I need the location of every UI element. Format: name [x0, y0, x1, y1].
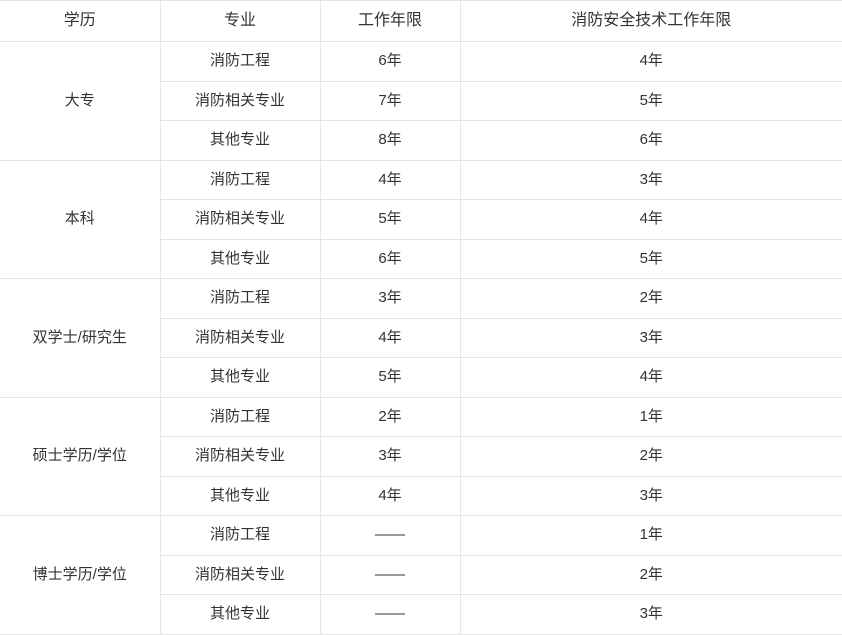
- cell-major: 消防相关专业: [160, 81, 320, 121]
- cell-work-years: 4年: [320, 160, 460, 200]
- cell-fire-safety-years: 2年: [460, 279, 842, 319]
- cell-major: 消防工程: [160, 516, 320, 556]
- cell-work-years: ——: [320, 555, 460, 595]
- cell-fire-safety-years: 2年: [460, 555, 842, 595]
- cell-major: 消防相关专业: [160, 437, 320, 477]
- qualification-table: 学历 专业 工作年限 消防安全技术工作年限 大专 消防工程 6年 4年 消防相关…: [0, 0, 842, 635]
- cell-fire-safety-years: 3年: [460, 160, 842, 200]
- cell-fire-safety-years: 3年: [460, 318, 842, 358]
- cell-major: 其他专业: [160, 239, 320, 279]
- cell-fire-safety-years: 5年: [460, 81, 842, 121]
- header-major: 专业: [160, 1, 320, 42]
- cell-education: 硕士学历/学位: [0, 397, 160, 516]
- cell-major: 消防工程: [160, 397, 320, 437]
- cell-work-years: 2年: [320, 397, 460, 437]
- cell-work-years: ——: [320, 595, 460, 635]
- cell-major: 其他专业: [160, 358, 320, 398]
- cell-major: 消防相关专业: [160, 318, 320, 358]
- header-work-years: 工作年限: [320, 1, 460, 42]
- cell-fire-safety-years: 1年: [460, 516, 842, 556]
- table-body: 大专 消防工程 6年 4年 消防相关专业 7年 5年 其他专业 8年 6年 本科…: [0, 42, 842, 635]
- cell-education: 博士学历/学位: [0, 516, 160, 635]
- cell-major: 消防工程: [160, 42, 320, 82]
- cell-work-years: 5年: [320, 200, 460, 240]
- cell-education: 大专: [0, 42, 160, 161]
- header-education: 学历: [0, 1, 160, 42]
- cell-work-years: 4年: [320, 318, 460, 358]
- cell-fire-safety-years: 6年: [460, 121, 842, 161]
- table-row: 博士学历/学位 消防工程 —— 1年: [0, 516, 842, 556]
- cell-major: 消防相关专业: [160, 200, 320, 240]
- cell-fire-safety-years: 4年: [460, 358, 842, 398]
- cell-work-years: 3年: [320, 279, 460, 319]
- cell-fire-safety-years: 1年: [460, 397, 842, 437]
- cell-fire-safety-years: 4年: [460, 42, 842, 82]
- cell-education: 双学士/研究生: [0, 279, 160, 398]
- cell-education: 本科: [0, 160, 160, 279]
- cell-fire-safety-years: 2年: [460, 437, 842, 477]
- table-row: 硕士学历/学位 消防工程 2年 1年: [0, 397, 842, 437]
- cell-work-years: 5年: [320, 358, 460, 398]
- cell-fire-safety-years: 5年: [460, 239, 842, 279]
- cell-work-years: 8年: [320, 121, 460, 161]
- table-row: 大专 消防工程 6年 4年: [0, 42, 842, 82]
- table-header-row: 学历 专业 工作年限 消防安全技术工作年限: [0, 1, 842, 42]
- cell-work-years: ——: [320, 516, 460, 556]
- table-row: 双学士/研究生 消防工程 3年 2年: [0, 279, 842, 319]
- cell-major: 消防相关专业: [160, 555, 320, 595]
- cell-fire-safety-years: 4年: [460, 200, 842, 240]
- cell-major: 其他专业: [160, 476, 320, 516]
- cell-work-years: 6年: [320, 42, 460, 82]
- cell-work-years: 7年: [320, 81, 460, 121]
- header-fire-safety-years: 消防安全技术工作年限: [460, 1, 842, 42]
- table-row: 本科 消防工程 4年 3年: [0, 160, 842, 200]
- cell-work-years: 6年: [320, 239, 460, 279]
- cell-fire-safety-years: 3年: [460, 476, 842, 516]
- cell-work-years: 4年: [320, 476, 460, 516]
- cell-fire-safety-years: 3年: [460, 595, 842, 635]
- cell-major: 消防工程: [160, 279, 320, 319]
- cell-major: 消防工程: [160, 160, 320, 200]
- cell-major: 其他专业: [160, 121, 320, 161]
- cell-major: 其他专业: [160, 595, 320, 635]
- cell-work-years: 3年: [320, 437, 460, 477]
